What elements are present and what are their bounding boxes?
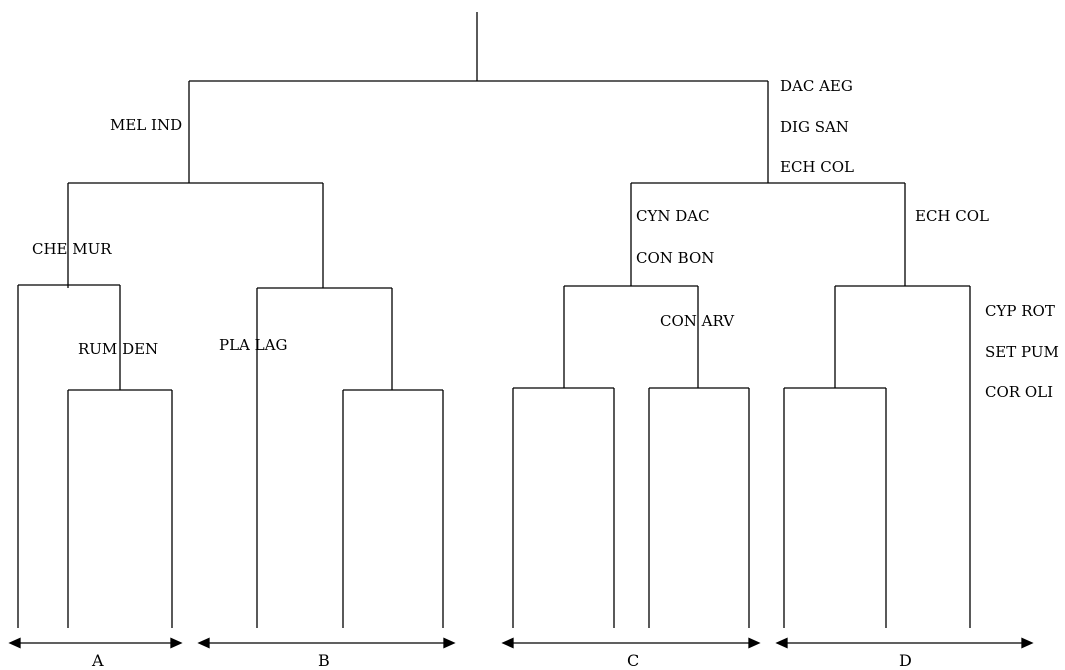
group-label-a: A [92, 651, 104, 670]
label-dac-aeg: DAC AEG [780, 77, 853, 95]
label-cyp-rot: CYP ROT [985, 302, 1055, 320]
arrow-c-left-head [501, 637, 514, 649]
label-rum-den: RUM DEN [78, 340, 159, 358]
label-cor-oli: COR OLI [985, 383, 1054, 401]
label-ech-col-right: ECH COL [915, 207, 990, 225]
label-set-pum: SET PUM [985, 343, 1059, 361]
label-con-bon: CON BON [636, 249, 715, 267]
arrow-c-right-head [748, 637, 761, 649]
arrow-d-left-head [775, 637, 788, 649]
group-label-c: C [627, 651, 640, 670]
label-che-mur: CHE MUR [32, 240, 112, 258]
arrow-a-left-head [8, 637, 21, 649]
group-label-d: D [899, 651, 912, 670]
label-dig-san: DIG SAN [780, 118, 849, 136]
label-pla-lag: PLA LAG [219, 336, 288, 354]
arrow-b-right-head [443, 637, 456, 649]
label-mel-ind: MEL IND [110, 116, 183, 134]
label-cyn-dac: CYN DAC [636, 207, 710, 225]
label-ech-col-top: ECH COL [780, 158, 855, 176]
arrow-d-right-head [1021, 637, 1034, 649]
group-label-b: B [318, 651, 330, 670]
arrow-a-right-head [170, 637, 183, 649]
label-con-arv: CON ARV [660, 312, 735, 330]
arrow-b-left-head [197, 637, 210, 649]
